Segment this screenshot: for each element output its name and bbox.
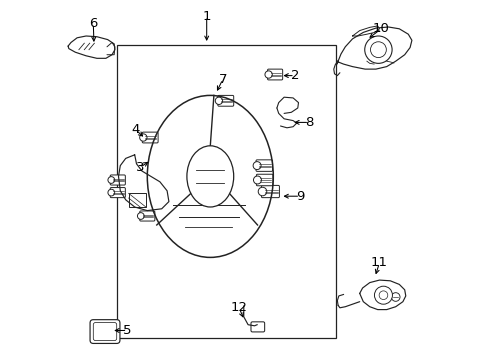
Circle shape [108,177,114,183]
Text: 6: 6 [89,17,97,30]
FancyBboxPatch shape [93,323,117,341]
Circle shape [253,176,261,184]
FancyBboxPatch shape [90,320,120,343]
Text: 3: 3 [136,161,144,174]
Circle shape [378,291,387,300]
Circle shape [390,293,399,301]
Text: 1: 1 [202,10,210,23]
Circle shape [253,162,261,170]
Text: 5: 5 [123,324,131,337]
FancyBboxPatch shape [250,322,264,332]
FancyBboxPatch shape [110,175,125,185]
Circle shape [258,187,266,196]
FancyBboxPatch shape [140,211,155,221]
FancyBboxPatch shape [256,174,272,186]
Bar [117,45,336,338]
Circle shape [374,286,392,304]
Circle shape [364,36,391,63]
Text: 4: 4 [131,123,139,136]
FancyBboxPatch shape [261,185,279,198]
Text: 8: 8 [305,116,313,129]
FancyBboxPatch shape [267,69,282,80]
Text: 12: 12 [230,301,247,314]
Text: 9: 9 [296,190,304,203]
Text: 7: 7 [218,73,227,86]
Circle shape [264,71,272,78]
Text: 11: 11 [370,256,387,269]
Circle shape [108,189,114,196]
Ellipse shape [186,146,233,207]
Text: 2: 2 [290,69,299,82]
Text: 10: 10 [372,22,389,35]
FancyBboxPatch shape [218,95,233,106]
Bar [128,193,145,207]
Circle shape [215,97,222,104]
FancyBboxPatch shape [142,132,158,143]
Circle shape [140,134,147,141]
Circle shape [137,213,144,219]
FancyBboxPatch shape [256,160,272,171]
Circle shape [370,42,386,58]
FancyBboxPatch shape [110,188,125,198]
